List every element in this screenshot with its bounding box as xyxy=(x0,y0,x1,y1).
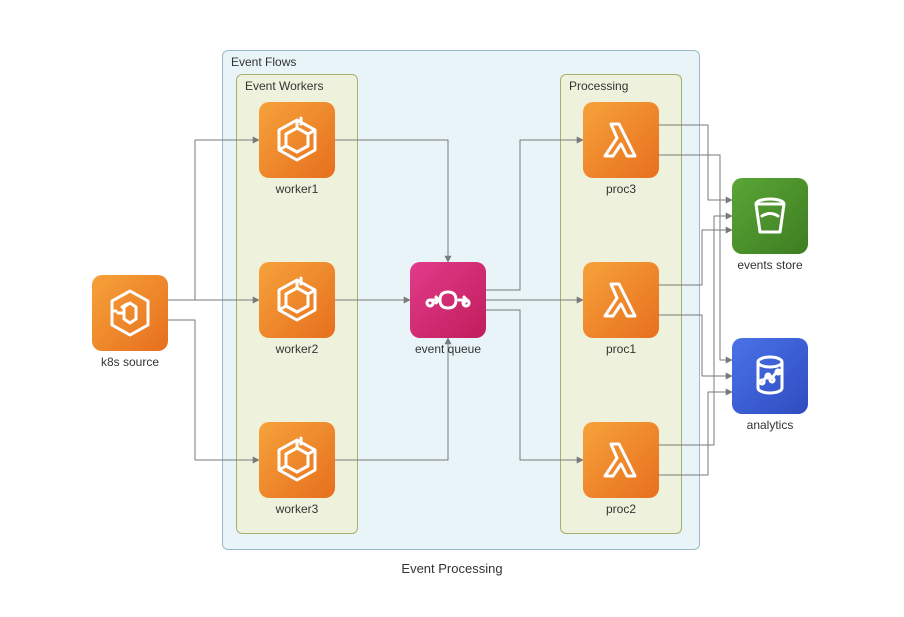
node-worker1: worker1 xyxy=(259,102,335,196)
node-analytics: analytics xyxy=(732,338,808,432)
diagram-title: Event Processing xyxy=(0,561,904,576)
node-worker3: worker3 xyxy=(259,422,335,516)
node-k8s-label: k8s source xyxy=(92,355,168,369)
node-store-label: events store xyxy=(732,258,808,272)
node-queue: event queue xyxy=(410,262,486,356)
hex-icon xyxy=(259,422,335,498)
node-worker2: worker2 xyxy=(259,262,335,356)
container-event-workers-label: Event Workers xyxy=(245,79,323,93)
lambda-icon xyxy=(583,262,659,338)
node-proc3-label: proc3 xyxy=(583,182,659,196)
node-worker3-label: worker3 xyxy=(259,502,335,516)
node-store: events store xyxy=(732,178,808,272)
container-processing-label: Processing xyxy=(569,79,628,93)
node-proc2-label: proc2 xyxy=(583,502,659,516)
container-event-flows-label: Event Flows xyxy=(231,55,296,69)
node-worker2-label: worker2 xyxy=(259,342,335,356)
queue-icon xyxy=(410,262,486,338)
node-proc3: proc3 xyxy=(583,102,659,196)
node-proc1-label: proc1 xyxy=(583,342,659,356)
node-k8s: k8s source xyxy=(92,275,168,369)
node-proc1: proc1 xyxy=(583,262,659,356)
lambda-icon xyxy=(583,422,659,498)
hex-icon xyxy=(259,262,335,338)
kube-icon xyxy=(92,275,168,351)
node-analytics-label: analytics xyxy=(732,418,808,432)
bucket-icon xyxy=(732,178,808,254)
node-worker1-label: worker1 xyxy=(259,182,335,196)
node-proc2: proc2 xyxy=(583,422,659,516)
lambda-icon xyxy=(583,102,659,178)
node-queue-label: event queue xyxy=(410,342,486,356)
db-icon xyxy=(732,338,808,414)
hex-icon xyxy=(259,102,335,178)
